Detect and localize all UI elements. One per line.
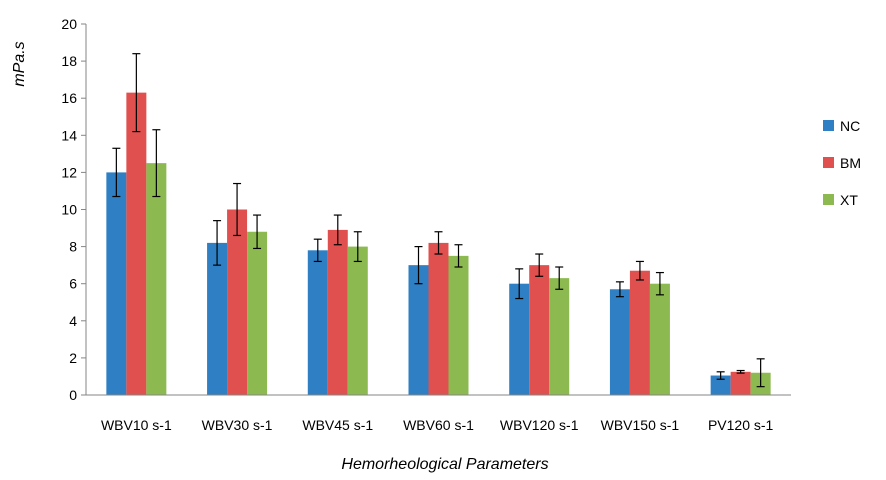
y-tick-label: 0 <box>69 387 77 403</box>
x-tick-label: WBV30 s-1 <box>202 417 273 433</box>
legend-swatch-nc <box>823 120 834 131</box>
bar-bm <box>327 229 348 395</box>
y-tick-label: 20 <box>61 16 77 32</box>
y-tick-label: 2 <box>69 350 77 366</box>
legend-swatch-bm <box>823 157 834 168</box>
y-tick-label: 10 <box>61 202 77 218</box>
y-tick-label: 14 <box>61 127 77 143</box>
y-tick-label: 18 <box>61 53 77 69</box>
bar-xt <box>549 278 570 395</box>
y-tick-label: 16 <box>61 90 77 106</box>
legend: NC BM XT <box>823 118 861 208</box>
legend-label-nc: NC <box>840 118 860 134</box>
x-axis: WBV10 s-1 WBV30 s-1 WBV45 s-1 WBV60 s-1 WBV1… <box>86 394 791 433</box>
bar-nc <box>207 242 228 395</box>
x-axis-title: Hemorheological Parameters <box>341 456 548 473</box>
bar-bm <box>428 242 449 395</box>
x-tick-label: WBV120 s-1 <box>500 417 579 433</box>
x-tick-label: WBV60 s-1 <box>403 417 474 433</box>
y-tick-label: 8 <box>69 239 77 255</box>
y-tick-label: 12 <box>61 164 77 180</box>
bar-nc <box>509 283 530 395</box>
y-tick-label: 4 <box>69 313 77 329</box>
bar-nc <box>710 375 731 395</box>
x-tick-label: WBV45 s-1 <box>302 417 373 433</box>
x-tick-label: WBV10 s-1 <box>101 417 172 433</box>
legend-swatch-xt <box>823 194 834 205</box>
bar-bm <box>126 92 147 395</box>
y-axis: 0 2 4 6 8 10 12 14 16 18 20 <box>61 16 87 403</box>
bar-xt <box>649 283 670 395</box>
bar-bm <box>629 270 650 395</box>
bar-bm <box>730 371 751 395</box>
legend-label-xt: XT <box>840 192 858 208</box>
bar-xt <box>247 231 268 395</box>
bars <box>106 92 771 395</box>
bar-xt <box>347 246 368 395</box>
y-axis-title: mPa.s <box>11 41 28 86</box>
bar-nc <box>609 289 630 395</box>
bar-nc <box>408 265 429 395</box>
bar-xt <box>146 163 167 395</box>
legend-label-bm: BM <box>840 155 861 171</box>
x-tick-label: WBV150 s-1 <box>601 417 680 433</box>
error-bars <box>112 53 765 388</box>
bar-nc <box>106 172 127 395</box>
bar-nc <box>307 250 328 395</box>
bar-bm <box>529 265 550 395</box>
y-tick-label: 6 <box>69 276 77 292</box>
bar-xt <box>448 255 469 395</box>
bar-bm <box>227 209 248 395</box>
x-tick-label: PV120 s-1 <box>708 417 774 433</box>
